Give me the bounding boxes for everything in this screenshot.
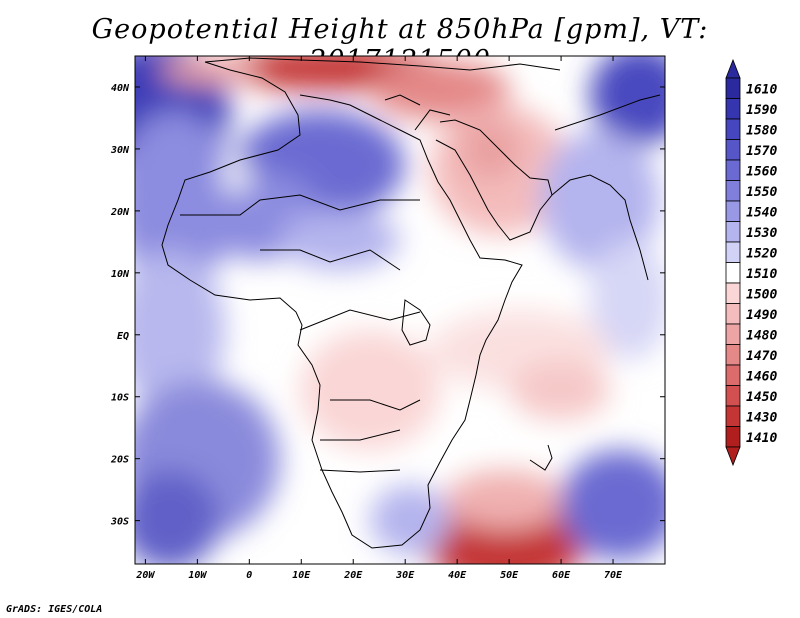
- colorbar: 1610 1590 1580 1570 1560 1550 1540 1530 1520 1510…: [725, 58, 777, 467]
- colorbar-swatch: [725, 159, 741, 181]
- lat-tick-label: 20S: [110, 455, 129, 466]
- colorbar-label: 1520: [746, 246, 777, 261]
- colorbar-swatch: [725, 323, 741, 345]
- colorbar-swatch: [725, 364, 741, 386]
- colorbar-label: 1540: [746, 205, 777, 220]
- coastlines: [161, 57, 661, 549]
- colorbar-swatch: [725, 385, 741, 407]
- colorbar-bottom-arrow: [725, 446, 741, 467]
- colorbar-swatch: [725, 282, 741, 304]
- colorbar-label: 1550: [746, 185, 777, 200]
- colorbar-label: 1560: [746, 164, 777, 179]
- lon-tick-label: 10W: [188, 570, 207, 581]
- lon-tick-label: 20W: [135, 570, 155, 581]
- colorbar-label: 1510: [746, 267, 777, 282]
- colorbar-label: 1610: [746, 82, 777, 97]
- colorbar-swatch: [725, 77, 741, 99]
- lon-tick-label: 0: [246, 570, 252, 581]
- lon-tick-label: 70E: [604, 570, 623, 581]
- colorbar-swatch: [725, 303, 741, 325]
- lon-tick-label: 40E: [448, 570, 467, 581]
- colorbar-swatch: [725, 426, 741, 448]
- colorbar-label: 1470: [746, 349, 777, 364]
- colorbar-swatch: [725, 241, 741, 263]
- lon-tick-label: 60E: [552, 570, 571, 581]
- colorbar-swatch: [725, 221, 741, 243]
- colorbar-label: 1490: [746, 308, 777, 323]
- colorbar-swatch: [725, 118, 741, 140]
- colorbar-label: 1430: [746, 410, 777, 425]
- colorbar-label: 1580: [746, 123, 777, 138]
- colorbar-label: 1570: [746, 144, 777, 159]
- longitude-ticks: 20W 10W 0 10E 20E 30E 40E 50E 60E 70E: [135, 56, 623, 581]
- latitude-ticks: 40N 30N 20N 10N EQ 10S 20S 30S: [110, 83, 665, 528]
- lat-tick-label: 30S: [110, 517, 129, 528]
- colorbar-label: 1500: [746, 287, 777, 302]
- colorbar-swatch: [725, 344, 741, 366]
- lon-tick-label: 20E: [343, 570, 363, 581]
- colorbar-swatch: [725, 200, 741, 222]
- lon-tick-label: 10E: [292, 570, 311, 581]
- height-field: [135, 56, 665, 564]
- map-border: [134, 55, 666, 565]
- lat-tick-label: 10S: [111, 393, 129, 404]
- lat-tick-label: 10N: [111, 269, 130, 280]
- lon-tick-label: 50E: [500, 570, 519, 581]
- colorbar-swatch: [725, 262, 741, 284]
- colorbar-label: 1590: [746, 103, 777, 118]
- colorbar-top-arrow: [725, 58, 741, 79]
- colorbar-label: 1460: [746, 369, 777, 384]
- colorbar-label: 1480: [746, 328, 777, 343]
- lat-tick-label: EQ: [117, 331, 129, 342]
- colorbar-label: 1450: [746, 390, 777, 405]
- lat-tick-label: 20N: [110, 207, 130, 218]
- credit-label: GrADS: IGES/COLA: [6, 604, 103, 615]
- colorbar-swatch: [725, 139, 741, 161]
- colorbar-swatch: [725, 98, 741, 120]
- lat-tick-label: 30N: [110, 145, 130, 156]
- lon-tick-label: 30E: [395, 570, 415, 581]
- colorbar-label: 1530: [746, 226, 777, 241]
- colorbar-swatch: [725, 405, 741, 427]
- lat-tick-label: 40N: [111, 83, 130, 94]
- colorbar-swatch: [725, 180, 741, 202]
- colorbar-label: 1410: [746, 431, 777, 446]
